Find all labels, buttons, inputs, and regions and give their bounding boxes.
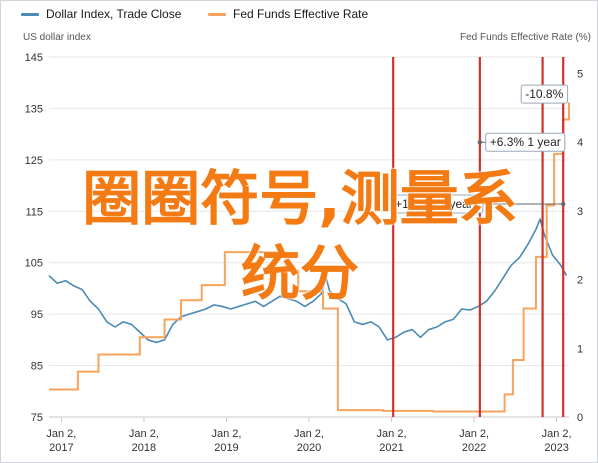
y-left-tick-label: 145 bbox=[25, 52, 43, 64]
annotation-label: -10.8% bbox=[525, 87, 563, 101]
right-axis-title: Fed Funds Effective Rate (%) bbox=[460, 32, 591, 43]
series-line-fed-funds bbox=[49, 102, 570, 413]
x-tick-label: Jan 2, bbox=[46, 428, 76, 440]
x-tick-year: 2022 bbox=[462, 442, 486, 454]
x-tick-year: 2021 bbox=[379, 442, 403, 454]
y-left-tick-label: 95 bbox=[31, 309, 43, 321]
x-tick-year: 2020 bbox=[297, 442, 321, 454]
y-right-tick-label: 3 bbox=[577, 206, 583, 218]
x-tick-year: 2019 bbox=[214, 442, 238, 454]
legend-swatch-blue bbox=[21, 12, 39, 16]
y-right-tick-label: 5 bbox=[577, 68, 583, 80]
annotation-box bbox=[485, 132, 566, 152]
y-right-tick-label: 2 bbox=[577, 275, 583, 287]
legend-fed-funds[interactable]: Fed Funds Effective Rate bbox=[208, 6, 368, 22]
annotation-label: +6.3% 1 year bbox=[490, 135, 561, 149]
x-tick-label: Jan 2, bbox=[459, 428, 489, 440]
left-axis-title: US dollar index bbox=[23, 32, 91, 43]
x-tick-label: Jan 2, bbox=[294, 428, 324, 440]
x-tick-label: Jan 2, bbox=[542, 428, 572, 440]
y-left-tick-label: 85 bbox=[31, 361, 43, 373]
annotation-bracket-end bbox=[477, 139, 483, 145]
legend-dollar-index[interactable]: Dollar Index, Trade Close bbox=[21, 6, 181, 22]
y-right-tick-label: 0 bbox=[577, 412, 583, 424]
annotation-box bbox=[390, 194, 484, 214]
annotation-box bbox=[520, 84, 569, 104]
x-tick-label: Jan 2, bbox=[377, 428, 407, 440]
legend-label-fed-funds: Fed Funds Effective Rate bbox=[233, 7, 369, 21]
annotation-label: +12.5% 2 years bbox=[395, 197, 479, 211]
y-left-tick-label: 135 bbox=[25, 103, 43, 115]
series-line-dollar-index bbox=[48, 218, 568, 344]
annotation-bracket-end bbox=[561, 201, 566, 207]
y-right-tick-label: 1 bbox=[577, 343, 583, 355]
y-left-tick-label: 105 bbox=[25, 258, 43, 270]
legend-swatch-orange bbox=[208, 12, 226, 16]
x-tick-label: Jan 2, bbox=[129, 428, 159, 440]
x-tick-year: 2018 bbox=[132, 442, 156, 454]
y-left-tick-label: 75 bbox=[31, 412, 43, 424]
x-tick-label: Jan 2, bbox=[211, 428, 241, 440]
x-tick-year: 2023 bbox=[544, 442, 568, 454]
y-left-tick-label: 115 bbox=[25, 206, 43, 218]
y-right-tick-label: 4 bbox=[577, 137, 583, 149]
x-tick-year: 2017 bbox=[49, 442, 73, 454]
legend-label-dollar-index: Dollar Index, Trade Close bbox=[46, 7, 182, 21]
y-left-tick-label: 125 bbox=[25, 155, 43, 167]
